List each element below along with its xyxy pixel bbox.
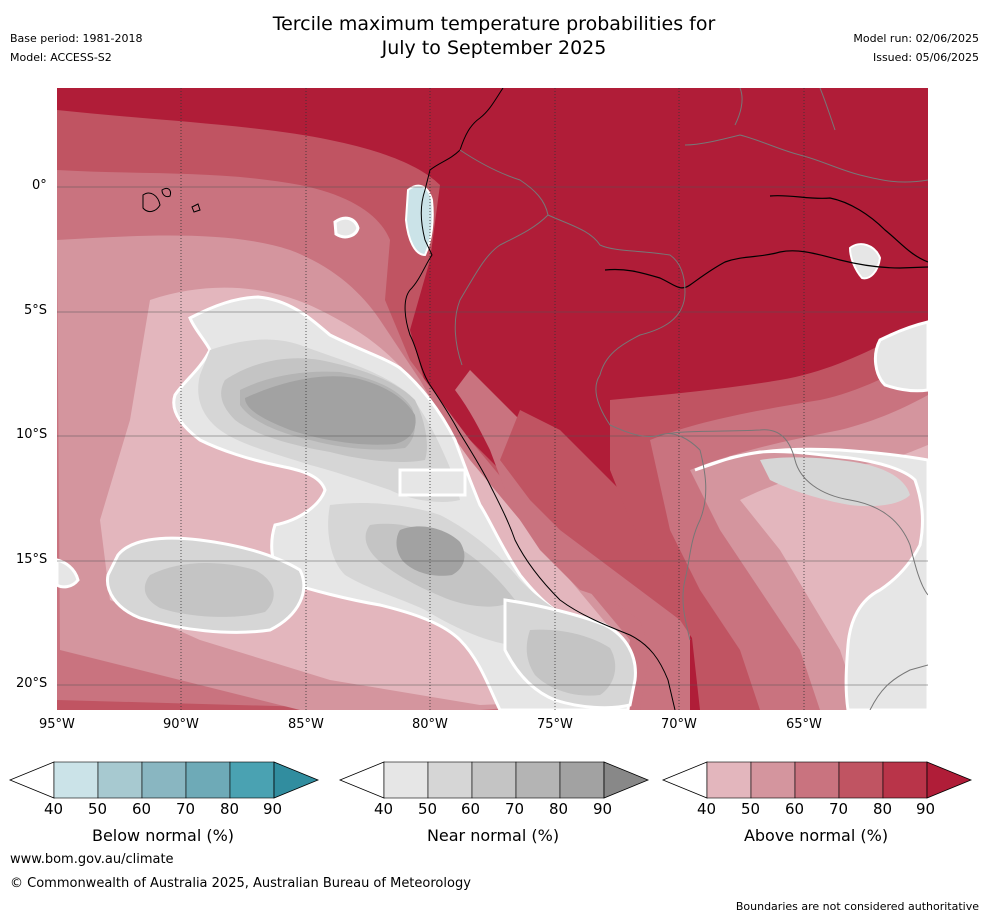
lon-label-85w: 85°W [288,717,324,732]
cb1-tick-40: 40 [374,800,394,818]
lat-label-20s: 20°S [16,676,48,691]
map-title: Tercile maximum temperature probabilitie… [0,12,988,60]
copyright-text: © Commonwealth of Australia 2025, Austra… [10,876,471,891]
colorbar-below-normal [8,761,320,799]
cb0-tick-40: 40 [44,800,64,818]
cb2-tick-80: 80 [873,800,893,818]
cb0-tick-70: 70 [176,800,196,818]
amazon-river-north [769,194,928,263]
colorbar-segment [559,761,605,799]
colorbar-segment [706,761,752,799]
cb2-tick-40: 40 [697,800,717,818]
colorbar-segment [53,761,99,799]
base-period-text: Base period: 1981-2018 [10,32,143,45]
colorbar-segment [515,761,561,799]
near-normal-patch-4 [848,243,882,280]
cb1-tick-70: 70 [505,800,525,818]
near-normal-region-east [694,447,928,710]
model-run-text: Model run: 02/06/2025 [853,32,979,45]
colorbar-extend-left [661,761,708,799]
near-normal-patch-2 [333,216,360,239]
model-text: Model: ACCESS-S2 [10,51,112,64]
colorbars [8,761,973,799]
near-normal-east-inner [760,457,910,507]
cb0-tick-90: 90 [263,800,283,818]
cb0-tick-50: 50 [88,800,108,818]
cb2-tick-70: 70 [829,800,849,818]
probability-map [57,88,928,710]
cb0-tick-80: 80 [220,800,240,818]
colorbar-segment [838,761,884,799]
cb1-tick-80: 80 [549,800,569,818]
colorbar-segment [427,761,473,799]
colorbar-extend-right [926,761,973,799]
cb2-tick-60: 60 [785,800,805,818]
lon-label-90w: 90°W [163,717,199,732]
grid-lines [57,186,928,686]
near-normal-south-inner [144,563,274,617]
legend-label-near: Near normal (%) [426,826,560,845]
colorbar-segment [471,761,517,799]
lon-label-80w: 80°W [412,717,448,732]
amazon-river [604,250,928,289]
cb1-tick-60: 60 [461,800,481,818]
disclaimer-text: Boundaries are not considered authoritat… [735,900,979,913]
cb2-tick-90: 90 [916,800,936,818]
colorbar-segment [185,761,231,799]
title-line-1: Tercile maximum temperature probabilitie… [272,13,716,35]
lon-label-70w: 70°W [661,717,697,732]
near-normal-80 [245,376,416,445]
colorbar-extend-right [273,761,320,799]
near-normal-patch-3 [57,558,80,589]
galapagos-island-3 [191,203,201,213]
colorbar-near-normal [338,761,650,799]
cb1-tick-90: 90 [593,800,613,818]
colorbar-extend-left [8,761,55,799]
lat-label-0: 0° [32,178,47,193]
colorbar-ticks: 40 50 60 70 80 90 40 50 60 70 80 90 40 5… [0,800,988,822]
legend-label-above: Above normal (%) [743,826,889,845]
lat-label-10s: 10°S [16,427,48,442]
colorbar-segment [97,761,143,799]
colorbar-segment [383,761,429,799]
near-normal-southcoast-inner [526,629,616,696]
colorbar-segment [750,761,796,799]
near-normal-lower-80 [396,526,465,576]
colorbar-extend-left [338,761,385,799]
country-borders [454,88,928,710]
lat-label-5s: 5°S [24,303,48,318]
lon-label-75w: 75°W [537,717,573,732]
galapagos-island-2 [161,187,171,198]
colorbar-segment [794,761,840,799]
lon-label-65w: 65°W [786,717,822,732]
colorbar-above-normal [661,761,973,799]
lat-label-15s: 15°S [16,552,48,567]
website-text: www.bom.gov.au/climate [10,852,174,867]
coastline [404,88,676,710]
colorbar-segment [882,761,928,799]
colorbar-segment [141,761,187,799]
near-normal-patch-1 [398,468,467,497]
colorbar-segment [229,761,275,799]
legend-label-below: Below normal (%) [91,826,235,845]
title-line-2: July to September 2025 [381,37,607,59]
cb0-tick-60: 60 [132,800,152,818]
galapagos-island-1 [142,192,161,213]
issued-text: Issued: 05/06/2025 [872,51,979,64]
colorbar-extend-right [603,761,650,799]
cb1-tick-50: 50 [418,800,438,818]
cb2-tick-50: 50 [741,800,761,818]
below-normal-patch [404,184,434,257]
lon-label-95w: 95°W [39,717,75,732]
near-normal-east-box [873,320,928,393]
